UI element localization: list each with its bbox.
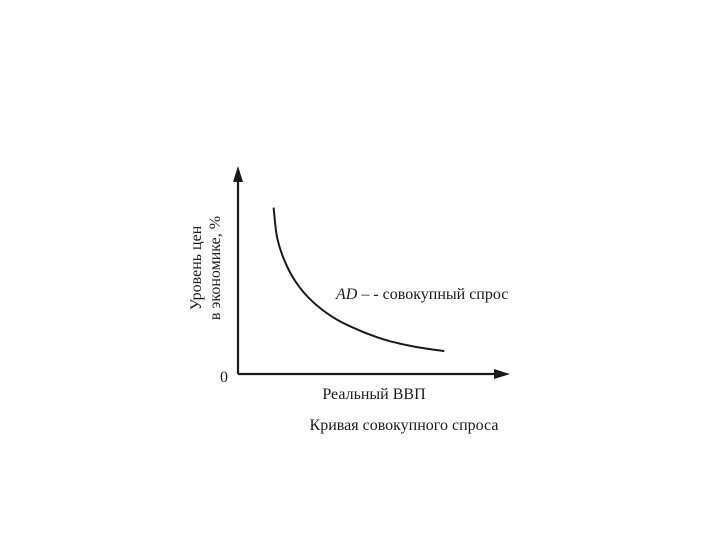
y-axis-label-line1: Уровень цен xyxy=(188,225,205,310)
chart-caption: Кривая совокупного спроса xyxy=(310,417,499,434)
y-axis-label-line2: в экономике, % xyxy=(207,216,224,320)
ad-curve xyxy=(272,207,445,353)
y-axis-arrow xyxy=(233,166,243,182)
x-axis-label: Реальный ВВП xyxy=(322,386,426,403)
ad-curve-label-italic: AD xyxy=(335,286,358,303)
x-axis-arrow xyxy=(494,369,510,379)
ad-curve-label-rest: – - совокупный спрос xyxy=(357,286,508,303)
ad-curve-label: AD – - совокупный спрос xyxy=(335,286,508,303)
origin-label: 0 xyxy=(220,369,228,386)
